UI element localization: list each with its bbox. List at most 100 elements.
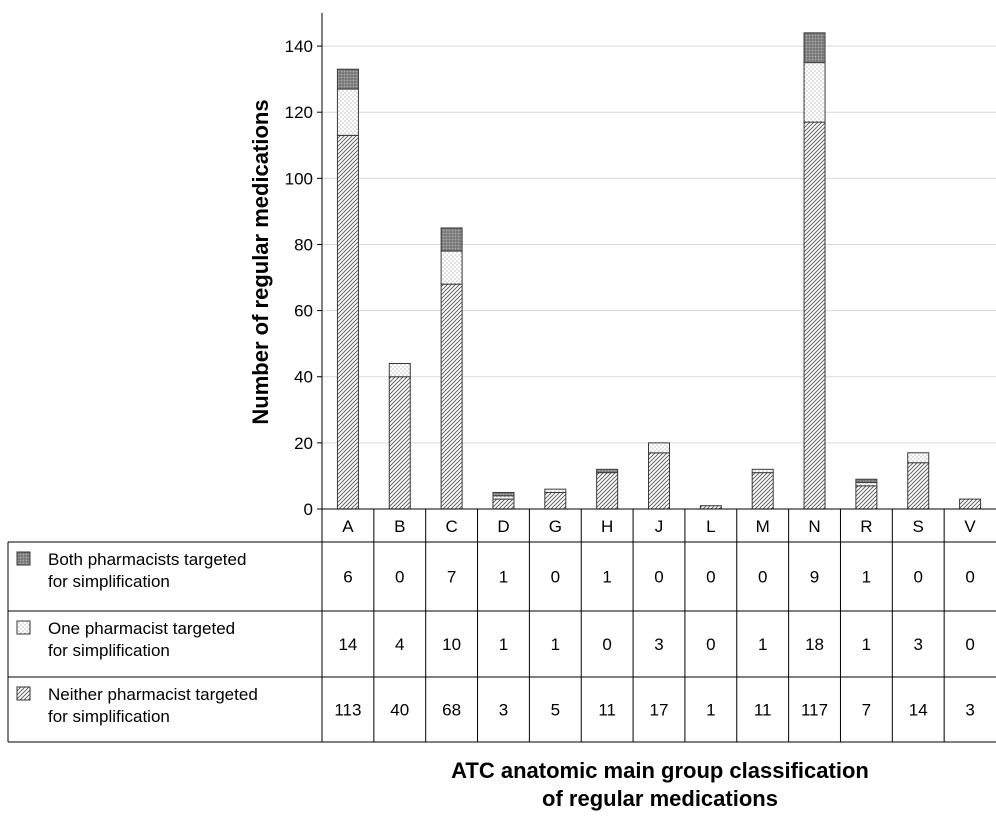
bar-segment-neither [336,134,359,510]
table-cell-value: 1 [706,701,715,720]
bar-segment-one [544,488,567,493]
x-tick-label: N [808,517,820,536]
table-cell-value: 0 [551,568,560,587]
y-tick-label: 60 [294,302,313,321]
table-cell-value: 40 [390,701,409,720]
y-tick-label: 140 [285,37,313,56]
table-cell-value: 1 [602,568,611,587]
bar-segment-one [907,452,930,464]
table-cell-value: 117 [801,701,828,720]
table-cell-value: 3 [913,635,922,654]
bar-segment-neither [855,485,878,510]
table-cell-value: 0 [395,568,404,587]
table-cell-value: 7 [447,568,456,587]
table-cell-value: 1 [499,568,508,587]
bar-segment-both [596,468,619,474]
x-tick-label: B [394,517,405,536]
table-cell-value: 6 [343,568,352,587]
x-tick-label: R [860,517,872,536]
data-table: A B C D G H J L M N R S V Both pharmacists targeted fo… [7,508,996,743]
table-cell-value: 14 [909,701,928,720]
legend-swatch-both [16,551,31,566]
x-tick-label: D [497,517,509,536]
table-cell-value: 0 [758,568,767,587]
table-cell-value: 0 [965,635,974,654]
table-cell-value: 1 [758,635,767,654]
table-cell-value: 0 [913,568,922,587]
legend-label: for simplification [48,707,170,726]
legend-label: One pharmacist targeted [48,619,235,638]
table-cell-value: 0 [706,568,715,587]
x-axis-title-line-1: ATC anatomic main group classification [451,758,869,783]
y-tick-label: 100 [285,169,313,188]
x-tick-label: A [342,517,354,536]
y-axis-title: Number of regular medications [248,99,273,424]
table-cell-value: 11 [754,701,772,720]
y-tick-label: 40 [294,368,313,387]
legend-label: Both pharmacists targeted [48,550,246,569]
bar-segment-one [440,250,463,285]
bar-segment-both [492,491,515,497]
y-tick-label: 120 [285,103,313,122]
bar-segment-both [855,478,878,484]
legend-label: for simplification [48,641,170,660]
bar-segment-neither [803,121,826,510]
legend-label: for simplification [48,572,170,591]
bar-segment-neither [492,498,515,510]
bar-segment-neither [596,472,619,510]
y-tick-label: 80 [294,235,313,254]
table-cell-value: 10 [442,635,461,654]
table-cell-value: 0 [706,635,715,654]
bar-segment-neither [388,376,411,510]
bar-segment-both [803,32,826,64]
legend-swatch-neither [16,686,31,701]
table-cell-value: 1 [862,635,871,654]
x-tick-label: H [601,517,613,536]
x-tick-label: C [445,517,457,536]
axes: 0 20 40 60 80 100 120 140 [285,13,323,519]
table-cell-value: 5 [551,701,560,720]
bar-segment-neither [907,462,930,510]
table-cell-value: 7 [862,701,871,720]
table-cell-value: 14 [338,635,357,654]
bar-segment-neither [959,498,982,510]
bar-segment-neither [544,491,567,510]
bar-segment-neither [440,283,463,510]
x-tick-label: V [964,517,976,536]
table-cell-value: 1 [499,635,508,654]
y-tick-label: 0 [304,500,313,519]
bars [336,32,982,510]
gridlines [322,45,996,444]
table-cell-value: 3 [499,701,508,720]
table-cell-value: 0 [602,635,611,654]
x-tick-label: M [756,517,770,536]
bar-segment-one [648,442,670,454]
table-cell-value: 11 [598,701,616,720]
table-cell-value: 18 [805,635,824,654]
bar-segment-both [440,227,463,252]
bar-segment-neither [751,472,774,510]
table-cell-value: 3 [965,701,974,720]
x-axis-title-line-2: of regular medications [542,786,778,811]
table-cell-value: 68 [442,701,461,720]
legend-swatch-one [16,620,31,635]
bar-segment-one [388,363,411,378]
legend-label: Neither pharmacist targeted [48,685,258,704]
bar-segment-neither [648,452,670,510]
table-cell-value: 1 [862,568,871,587]
bar-segment-one [751,468,774,474]
table-cell-value: 17 [650,701,669,720]
table-cell-value: 9 [810,568,819,587]
table-cell-value: 0 [965,568,974,587]
table-cell-value: 1 [551,635,560,654]
x-tick-label: S [913,517,924,536]
bar-segment-one [336,88,359,136]
table-cell-value: 0 [654,568,663,587]
bar-segment-both [336,68,359,90]
x-tick-label: G [549,517,562,536]
table-cell-value: 4 [395,635,404,654]
table-cell-value: 113 [334,701,361,720]
bar-segment-one [803,62,826,123]
y-tick-label: 20 [294,434,313,453]
